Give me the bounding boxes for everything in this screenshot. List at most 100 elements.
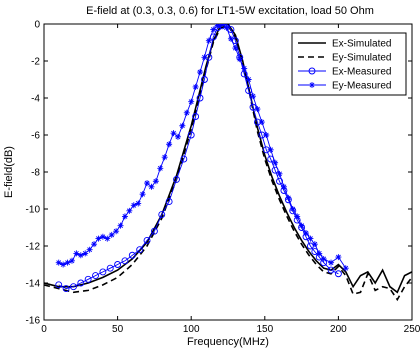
point-ey-measured-49: [272, 159, 279, 166]
y-tick-label-5: -10: [26, 205, 41, 216]
legend-label-ey-measured: Ey-Measured: [332, 81, 391, 92]
point-ey-measured-8: [91, 241, 98, 248]
point-ex-measured-16: [173, 175, 180, 183]
x-axis-label: Frequency(MHz): [187, 336, 269, 348]
point-ex-measured-14: [158, 211, 166, 219]
y-tick-label-6: -12: [26, 242, 41, 253]
legend: Ex-Simulated Ey-Simulated Ex-Measured Ey-Me…: [291, 32, 407, 96]
x-tick-label-0: 0: [41, 324, 47, 335]
legend-label-ex-simulated: Ex-Simulated: [332, 39, 391, 50]
point-ex-measured-10: [128, 251, 136, 259]
point-ey-measured-18: [135, 200, 142, 207]
point-ex-measured-3: [77, 279, 85, 287]
point-ey-measured-35: [210, 26, 217, 33]
point-ey-measured-61: [328, 259, 335, 266]
point-ey-measured-52: [285, 194, 292, 201]
y-tick-label-2: -4: [31, 94, 40, 105]
point-ey-measured-63: [342, 265, 349, 272]
point-ey-measured-24: [161, 154, 168, 161]
point-ey-measured-6: [82, 250, 89, 257]
plot-area: 0 50 100 150 200 250 0 -2 -4 -6 -8 -10 -12 -14 -16: [26, 20, 420, 336]
point-ey-measured-46: [258, 119, 265, 126]
point-ey-measured-56: [303, 230, 310, 237]
point-ex-measured-5: [92, 272, 99, 280]
point-ey-measured-11: [104, 235, 111, 242]
y-tick-label-1: -2: [31, 57, 40, 68]
point-ey-measured-12: [108, 231, 115, 238]
point-ey-measured-41: [236, 56, 243, 63]
point-ey-measured-14: [117, 222, 124, 229]
point-ey-measured-21: [148, 183, 155, 190]
point-ey-measured-16: [126, 207, 133, 214]
point-ey-measured-44: [250, 93, 257, 100]
point-ey-measured-7: [86, 246, 93, 253]
x-tick-label-5: 250: [404, 324, 420, 335]
point-ey-measured-22: [152, 178, 159, 185]
point-ey-measured-47: [263, 132, 270, 138]
y-tick-label-3: -6: [31, 131, 40, 142]
point-ey-measured-25: [166, 141, 173, 148]
point-ex-measured-12: [143, 236, 151, 244]
y-tick-label-8: -16: [26, 316, 41, 327]
point-ex-measured-0: [55, 281, 63, 289]
point-ey-measured-58: [311, 241, 318, 248]
y-axis-label: E-field(dB): [3, 146, 15, 198]
chart-title: E-field at (0.3, 0.3, 0.6) for LT1-5W ex…: [86, 5, 374, 17]
point-ex-measured-21: [200, 76, 208, 83]
point-ey-measured-43: [245, 76, 252, 83]
point-ey-measured-51: [280, 183, 287, 190]
point-ey-measured-36: [214, 24, 221, 29]
y-tick-label-0: 0: [34, 20, 40, 31]
point-ey-measured-59: [316, 250, 323, 257]
point-ex-measured-6: [99, 268, 107, 276]
point-ey-measured-27: [174, 133, 181, 140]
point-ex-measured-15: [165, 198, 173, 206]
series-line-ey-measured: [58, 24, 347, 269]
x-tick-label-4: 200: [330, 324, 347, 335]
point-ey-measured-28: [179, 122, 186, 129]
point-ex-measured-17: [180, 155, 188, 163]
x-tick-label-1: 50: [112, 324, 124, 335]
legend-marker-ey-measured: [309, 82, 315, 88]
point-ey-measured-29: [183, 109, 190, 116]
point-ey-measured-38: [223, 24, 230, 31]
point-ex-measured-19: [192, 113, 200, 120]
series-ey-measured: [55, 24, 349, 272]
x-tick-label-3: 150: [256, 324, 273, 335]
point-ey-measured-20: [144, 180, 151, 187]
point-ex-measured-20: [196, 94, 204, 102]
point-ey-measured-17: [130, 202, 137, 209]
point-ey-measured-55: [298, 222, 305, 229]
point-ey-measured-48: [267, 146, 274, 153]
point-ey-measured-32: [197, 69, 204, 76]
point-ex-measured-7: [106, 264, 114, 272]
point-ey-measured-5: [77, 252, 84, 259]
point-ex-measured-9: [121, 257, 129, 265]
point-ey-measured-45: [254, 106, 261, 113]
point-ey-measured-23: [157, 165, 164, 172]
point-ey-measured-34: [205, 37, 212, 44]
point-ey-measured-10: [99, 233, 106, 240]
point-ey-measured-57: [307, 235, 314, 242]
point-ey-measured-4: [73, 250, 80, 257]
y-tick-label-7: -14: [26, 279, 41, 290]
point-ey-measured-62: [335, 254, 342, 261]
point-ey-measured-53: [289, 206, 296, 212]
point-ey-measured-13: [113, 228, 120, 235]
legend-label-ex-measured: Ex-Measured: [332, 67, 391, 78]
point-ey-measured-9: [95, 235, 102, 242]
point-ex-measured-1: [62, 285, 70, 292]
point-ey-measured-15: [121, 213, 128, 220]
point-ey-measured-1: [60, 261, 67, 268]
point-ey-measured-54: [294, 213, 301, 220]
point-ey-measured-2: [64, 259, 71, 266]
point-ey-measured-33: [201, 54, 208, 61]
point-ey-measured-26: [170, 130, 177, 137]
point-ex-measured-49: [327, 266, 335, 274]
point-ey-measured-19: [139, 191, 146, 198]
point-ex-measured-13: [150, 227, 158, 235]
point-ey-measured-0: [55, 259, 62, 266]
y-tick-label-4: -8: [31, 168, 40, 179]
point-ey-measured-3: [68, 257, 75, 264]
